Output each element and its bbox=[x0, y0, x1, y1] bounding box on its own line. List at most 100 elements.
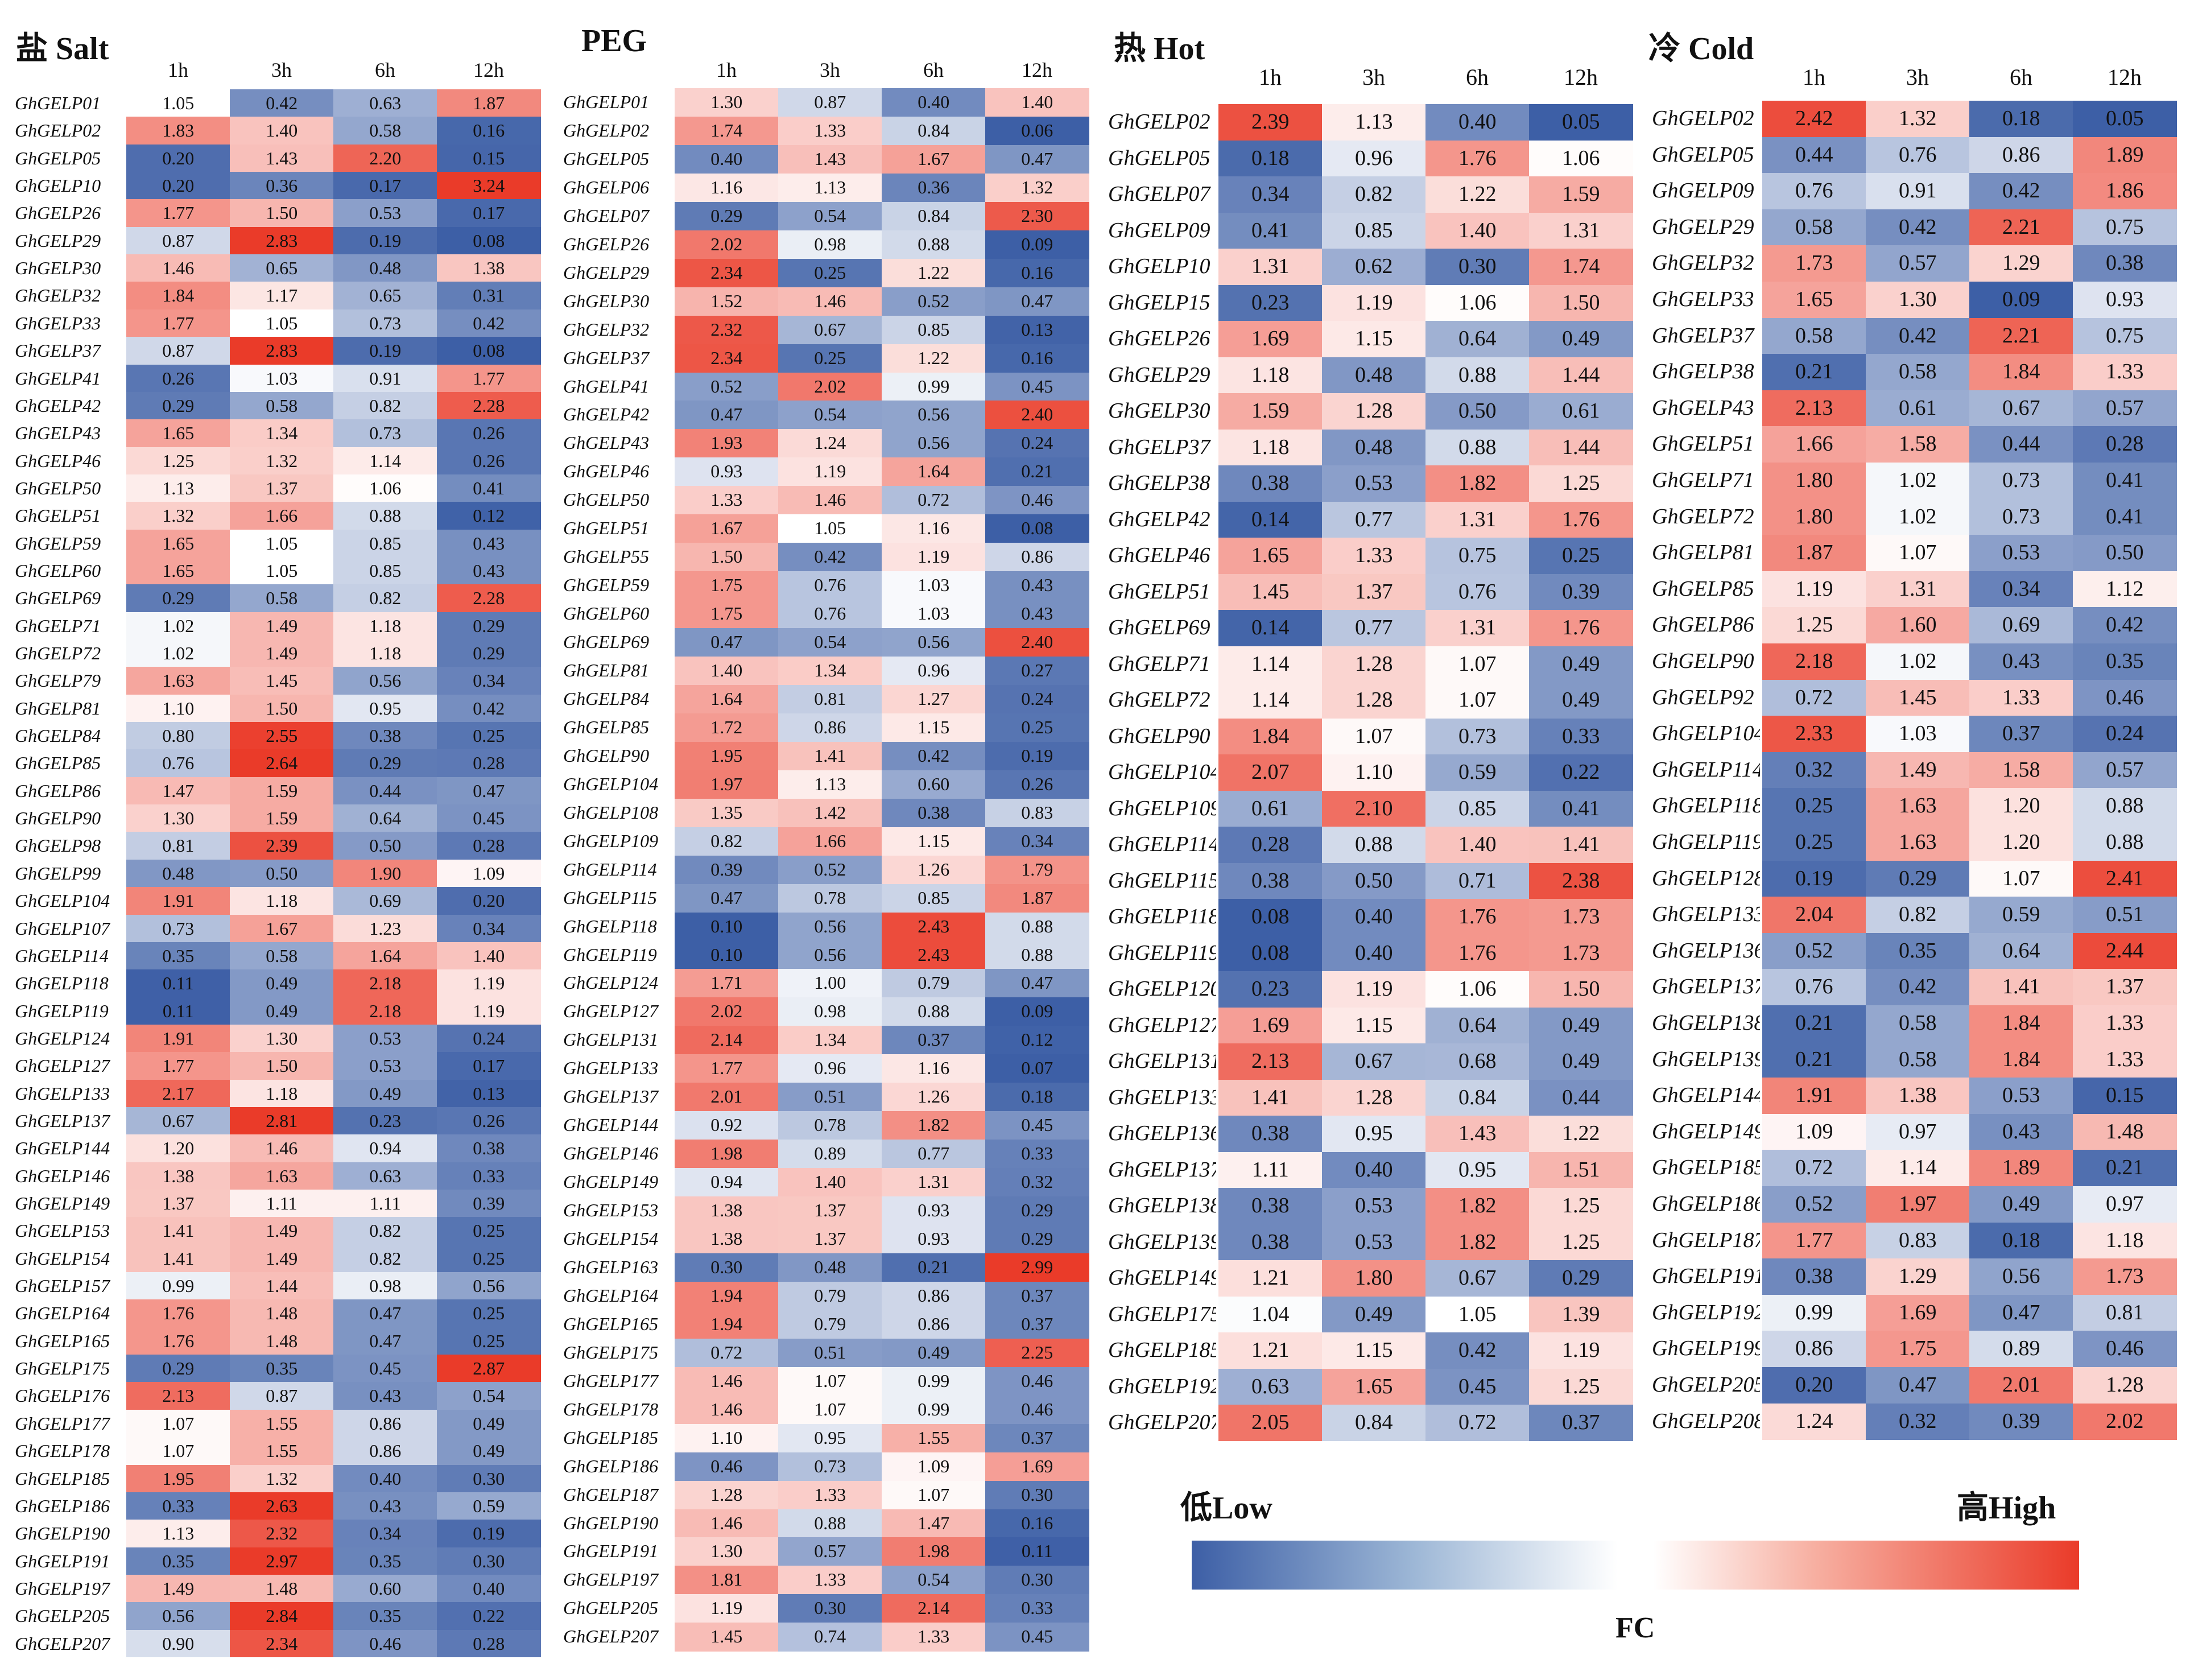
heatmap-cell: 0.47 bbox=[333, 1327, 437, 1355]
heatmap-cell: 0.67 bbox=[1969, 390, 2073, 427]
heatmap-cell: 1.22 bbox=[1529, 1116, 1633, 1152]
heatmap-cell: 0.75 bbox=[2073, 209, 2177, 246]
heatmap-cell: 0.98 bbox=[778, 230, 882, 259]
row-label: GhGELP37 bbox=[1108, 435, 1210, 459]
heatmap-cell: 2.21 bbox=[1969, 317, 2073, 354]
heatmap-cell: 2.38 bbox=[1529, 862, 1633, 899]
heatmap-cell: 1.06 bbox=[333, 474, 437, 502]
heatmap-cell: 0.56 bbox=[126, 1602, 230, 1631]
heatmap-cell: 0.37 bbox=[985, 1423, 1089, 1453]
heatmap-cell: 0.35 bbox=[333, 1547, 437, 1575]
heatmap-cell: 0.09 bbox=[985, 230, 1089, 259]
heatmap-cell: 2.44 bbox=[2073, 932, 2177, 969]
heatmap-cell: 0.47 bbox=[675, 401, 779, 430]
heatmap-cell: 1.33 bbox=[778, 1566, 882, 1595]
heatmap-cell: 0.41 bbox=[437, 474, 541, 502]
heatmap-cell: 1.52 bbox=[675, 287, 779, 316]
heatmap-cell: 1.26 bbox=[882, 855, 986, 885]
heatmap-cell: 0.38 bbox=[333, 722, 437, 750]
heatmap-cell: 1.58 bbox=[1866, 426, 1970, 463]
row-label: GhGELP71 bbox=[1652, 468, 1754, 492]
row-label: GhGELP118 bbox=[563, 915, 657, 936]
heatmap-cell: 0.48 bbox=[778, 1253, 882, 1282]
heatmap-cell: 1.33 bbox=[675, 486, 779, 515]
row-label: GhGELP42 bbox=[15, 395, 101, 416]
heatmap-cell: 0.36 bbox=[882, 173, 986, 203]
heatmap-cell: 0.34 bbox=[437, 914, 541, 943]
heatmap-cell: 1.33 bbox=[778, 116, 882, 146]
heatmap-cell: 0.21 bbox=[2073, 1150, 2177, 1187]
heatmap-cell: 1.49 bbox=[230, 1244, 334, 1273]
row-label: GhGELP149 bbox=[1108, 1266, 1216, 1290]
row-label: GhGELP175 bbox=[15, 1358, 110, 1379]
heatmap-cell: 0.79 bbox=[882, 969, 986, 998]
heatmap-cell: 0.56 bbox=[882, 401, 986, 430]
row-label: GhGELP131 bbox=[563, 1029, 659, 1050]
row-label: GhGELP164 bbox=[15, 1303, 110, 1324]
heatmap-cell: 0.48 bbox=[1322, 429, 1426, 466]
heatmap-cell: 1.13 bbox=[126, 1520, 230, 1548]
heatmap-cell: 0.54 bbox=[882, 1566, 986, 1595]
heatmap-cell: 1.19 bbox=[437, 969, 541, 998]
heatmap-cell: 0.49 bbox=[230, 969, 334, 998]
heatmap-cell: 1.15 bbox=[882, 713, 986, 742]
heatmap-cell: 0.90 bbox=[126, 1629, 230, 1658]
row-label: GhGELP119 bbox=[563, 944, 657, 965]
heatmap-cell: 1.46 bbox=[675, 1509, 779, 1538]
row-label: GhGELP71 bbox=[15, 615, 101, 636]
heatmap-cell: 0.96 bbox=[882, 657, 986, 686]
heatmap-cell: 0.89 bbox=[1969, 1331, 2073, 1368]
heatmap-cell: 1.24 bbox=[778, 429, 882, 458]
heatmap-cell: 0.57 bbox=[778, 1537, 882, 1566]
heatmap-cell: 2.99 bbox=[985, 1253, 1089, 1282]
heatmap-cell: 2.18 bbox=[333, 969, 437, 998]
heatmap-cell: 1.05 bbox=[778, 514, 882, 543]
heatmap-cell: 2.17 bbox=[126, 1079, 230, 1108]
heatmap-cell: 1.76 bbox=[1425, 935, 1530, 972]
heatmap-cell: 0.47 bbox=[1969, 1294, 2073, 1331]
row-label: GhGELP199 bbox=[1652, 1336, 1760, 1361]
heatmap-cell: 0.86 bbox=[882, 1281, 986, 1311]
row-label: GhGELP104 bbox=[563, 773, 659, 794]
heatmap-cell: 0.85 bbox=[882, 315, 986, 345]
heatmap-cell: 1.18 bbox=[230, 1079, 334, 1108]
heatmap-cell: 1.46 bbox=[778, 287, 882, 316]
row-label: GhGELP71 bbox=[1108, 651, 1210, 676]
column-header: 12h bbox=[473, 59, 504, 81]
heatmap-cell: 1.25 bbox=[1529, 465, 1633, 502]
row-label: GhGELP69 bbox=[1108, 616, 1210, 639]
row-label: GhGELP128 bbox=[1652, 866, 1760, 890]
heatmap-cell: 0.76 bbox=[1866, 137, 1970, 174]
heatmap-cell: 2.02 bbox=[675, 230, 779, 259]
heatmap-cell: 0.19 bbox=[333, 337, 437, 365]
heatmap-cell: 1.79 bbox=[985, 855, 1089, 885]
heatmap-cell: 0.48 bbox=[1322, 357, 1426, 394]
row-label: GhGELP133 bbox=[1108, 1085, 1216, 1109]
heatmap-cell: 1.02 bbox=[126, 612, 230, 640]
heatmap-cell: 1.32 bbox=[985, 173, 1089, 203]
heatmap-cell: 2.20 bbox=[333, 144, 437, 172]
heatmap-cell: 0.47 bbox=[675, 628, 779, 657]
row-label: GhGELP207 bbox=[15, 1633, 110, 1654]
column-header: 6h bbox=[923, 59, 944, 81]
row-label: GhGELP02 bbox=[15, 120, 101, 141]
heatmap-cell: 0.46 bbox=[2073, 1331, 2177, 1368]
heatmap-cell: 2.18 bbox=[333, 997, 437, 1025]
heatmap-cell: 0.38 bbox=[1218, 1116, 1323, 1152]
heatmap-cell: 0.29 bbox=[1529, 1260, 1633, 1297]
heatmap-cell: 1.18 bbox=[2073, 1222, 2177, 1259]
heatmap-cell: 0.46 bbox=[2073, 679, 2177, 716]
row-label: GhGELP37 bbox=[1652, 323, 1754, 348]
row-label: GhGELP46 bbox=[15, 450, 101, 471]
heatmap-cell: 0.25 bbox=[1762, 824, 1866, 861]
legend-axis-label: FC bbox=[1615, 1612, 1655, 1644]
heatmap-cell: 0.42 bbox=[1425, 1332, 1530, 1369]
heatmap-cell: 0.61 bbox=[1529, 393, 1633, 430]
heatmap-cell: 1.07 bbox=[1425, 646, 1530, 683]
heatmap-cell: 2.97 bbox=[230, 1547, 334, 1575]
heatmap-cell: 0.82 bbox=[333, 1217, 437, 1245]
heatmap-cell: 1.07 bbox=[1322, 718, 1426, 755]
heatmap-cell: 0.64 bbox=[1425, 1007, 1530, 1044]
heatmap-cell: 1.21 bbox=[1218, 1332, 1323, 1369]
heatmap-cell: 0.79 bbox=[778, 1281, 882, 1311]
